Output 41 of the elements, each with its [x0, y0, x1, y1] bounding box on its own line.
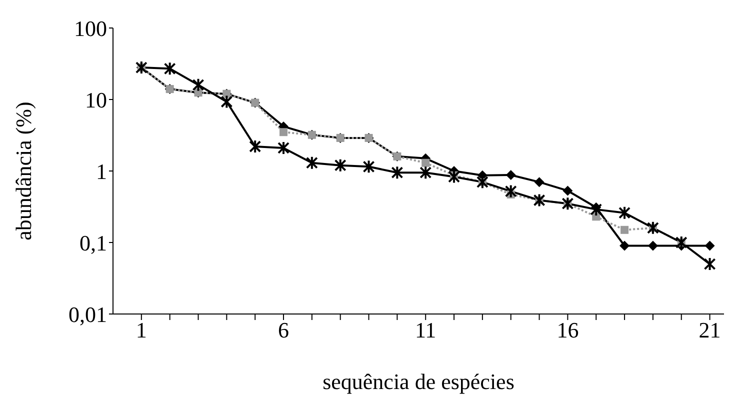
- y-tick-label: 0,1: [80, 230, 107, 256]
- point: [476, 175, 488, 190]
- x-tick-label: 11: [415, 318, 436, 343]
- point: [620, 226, 629, 234]
- point: [562, 196, 574, 211]
- point: [506, 170, 516, 180]
- y-tick-label: 10: [85, 87, 107, 112]
- point: [249, 140, 262, 154]
- point: [334, 158, 346, 172]
- point: [420, 166, 432, 180]
- point: [533, 193, 546, 208]
- y-tick-label: 0,01: [68, 302, 107, 327]
- y-axis-title: abundância (%): [10, 102, 36, 240]
- point: [362, 160, 375, 174]
- point: [192, 78, 204, 92]
- point: [618, 206, 631, 220]
- point: [391, 166, 404, 180]
- point: [504, 184, 517, 198]
- point: [448, 170, 460, 184]
- y-tick-label: 1: [96, 158, 107, 184]
- point: [646, 220, 659, 235]
- point: [280, 128, 288, 136]
- point: [704, 240, 715, 251]
- point: [164, 62, 176, 76]
- x-axis-title: sequência de espécies: [322, 369, 514, 394]
- point: [306, 156, 318, 170]
- point: [422, 158, 430, 167]
- point: [278, 140, 290, 155]
- point: [220, 94, 233, 109]
- x-tick-label: 1: [136, 318, 147, 343]
- x-tick-label: 21: [698, 318, 721, 343]
- point: [620, 240, 630, 251]
- point: [534, 177, 544, 188]
- y-tick-label: 100: [74, 16, 107, 41]
- point: [648, 240, 658, 251]
- point: [675, 236, 688, 250]
- point: [704, 257, 716, 272]
- x-tick-label: 16: [556, 318, 579, 343]
- point: [562, 186, 573, 196]
- point: [590, 202, 602, 216]
- x-tick-label: 6: [278, 318, 290, 343]
